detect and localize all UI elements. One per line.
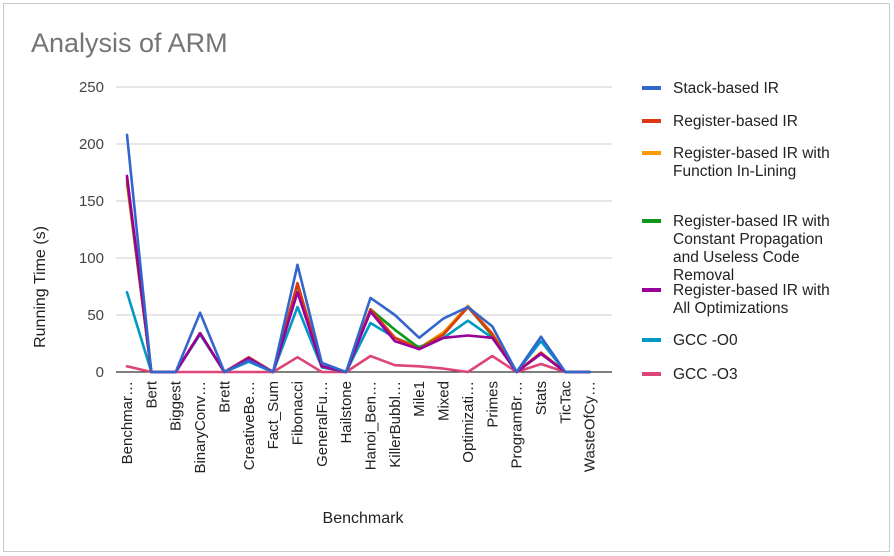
x-tick-label: ProgramBr… — [509, 381, 526, 469]
legend-label-line: Function In-Lining — [673, 163, 796, 180]
x-tick-label: Hailstone — [338, 381, 355, 444]
legend-label: GCC -O3 — [673, 366, 738, 383]
legend-label-line: Constant Propagation — [673, 231, 823, 248]
x-tick-label: TicTac — [557, 381, 574, 424]
x-tick-label: Fact_Sum — [265, 381, 282, 449]
x-tick-label: Benchmar… — [119, 381, 136, 464]
legend-label-line: Register-based IR with — [673, 145, 830, 162]
legend-label-line: GCC -O3 — [673, 366, 738, 383]
legend-label-line: Register-based IR with — [673, 282, 830, 299]
legend-label: Register-based IR with Constant Propagati… — [673, 213, 830, 284]
x-tick-label: Primes — [484, 381, 501, 428]
legend-label: Stack-based IR — [673, 80, 779, 97]
x-tick-label: BinaryConv… — [192, 381, 209, 474]
legend-label: Register-based IR with Function In-Lining — [673, 145, 830, 180]
legend-label: Register-based IR — [673, 113, 798, 130]
chart-title: Analysis of ARM — [31, 28, 228, 58]
x-tick-label: Bert — [143, 380, 160, 408]
y-tick-label: 150 — [79, 193, 104, 210]
y-tick-label: 0 — [96, 364, 104, 381]
y-tick-label: 250 — [79, 79, 104, 96]
legend-label-line: Register-based IR — [673, 113, 798, 130]
series-line-stack-based-ir — [125, 133, 592, 374]
x-tick-label: Stats — [533, 381, 550, 415]
legend-label-line: Stack-based IR — [673, 80, 779, 97]
legend-label-line: Register-based IR with — [673, 213, 830, 230]
x-tick-label: Mixed — [436, 381, 453, 421]
legend-label-line: Removal — [673, 267, 734, 284]
legend-label-line: All Optimizations — [673, 300, 789, 317]
series-line-gcc-o3 — [125, 354, 592, 374]
x-tick-label: KillerBubbl… — [387, 381, 404, 468]
x-tick-label: WasteOfCy… — [582, 381, 599, 472]
chart-frame — [3, 3, 890, 552]
y-tick-labels: 0 50 100 150 200 250 — [79, 79, 104, 381]
x-tick-labels: Benchmar… Bert Biggest BinaryConv… Brett Crea… — [119, 380, 599, 473]
legend-label: Register-based IR with All Optimizations — [673, 282, 830, 317]
x-tick-label: Fibonacci — [289, 381, 306, 445]
y-axis-title: Running Time (s) — [32, 226, 49, 348]
x-tick-label: GeneralFu… — [314, 381, 331, 467]
y-tick-label: 200 — [79, 136, 104, 153]
x-tick-label: Mile1 — [411, 381, 428, 417]
series-lines — [125, 133, 592, 374]
y-tick-label: 100 — [79, 250, 104, 267]
x-tick-label: Brett — [216, 380, 233, 413]
x-tick-label: CreativeBe… — [241, 381, 258, 470]
legend-label-line: GCC -O0 — [673, 332, 738, 349]
x-tick-label: Hanoi_Ben… — [363, 381, 380, 470]
x-tick-label: Optimizati… — [460, 381, 477, 463]
legend: Stack-based IR Register-based IR Register-… — [642, 80, 830, 383]
legend-label-line: and Useless Code — [673, 249, 800, 266]
x-axis-title: Benchmark — [323, 510, 405, 527]
legend-label: GCC -O0 — [673, 332, 738, 349]
series-line-register-based-ir-with-all-optimizations — [125, 174, 592, 374]
x-tick-label: Biggest — [168, 380, 185, 431]
y-tick-label: 50 — [87, 307, 104, 324]
